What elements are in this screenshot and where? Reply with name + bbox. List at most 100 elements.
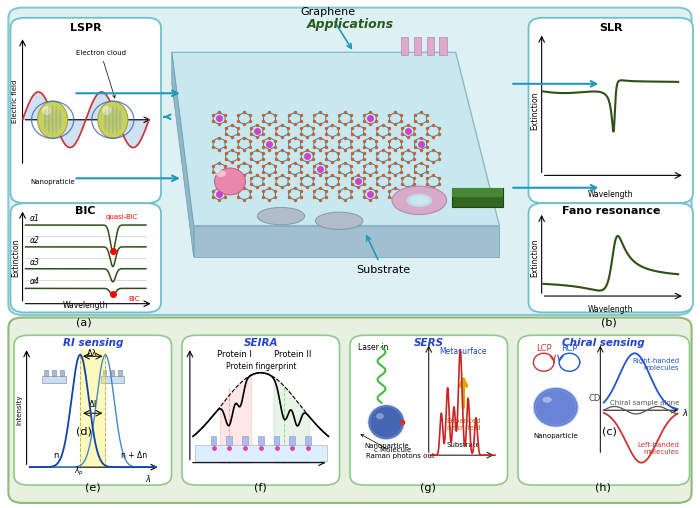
Text: Raman photons out: Raman photons out (361, 434, 435, 459)
Text: Electron cloud: Electron cloud (76, 50, 126, 98)
Text: (e): (e) (85, 483, 100, 493)
Text: Intensity: Intensity (17, 395, 22, 426)
Text: (a): (a) (76, 318, 92, 328)
Text: (h): (h) (596, 483, 611, 493)
Text: n + Δn: n + Δn (121, 451, 147, 460)
FancyBboxPatch shape (44, 370, 48, 376)
Ellipse shape (108, 106, 111, 134)
Ellipse shape (102, 106, 111, 115)
Text: LSPR: LSPR (70, 23, 101, 34)
Text: α1: α1 (30, 214, 40, 223)
Text: Extinction: Extinction (530, 91, 539, 130)
Polygon shape (401, 37, 408, 55)
Polygon shape (452, 188, 503, 197)
Text: Electric field: Electric field (12, 80, 18, 123)
Text: quasi-BIC: quasi-BIC (106, 214, 139, 220)
FancyBboxPatch shape (52, 370, 56, 376)
Ellipse shape (42, 106, 51, 115)
FancyBboxPatch shape (43, 376, 66, 383)
Polygon shape (440, 37, 447, 55)
Text: Extinction: Extinction (530, 239, 539, 277)
Ellipse shape (410, 196, 428, 205)
Text: Wavelength: Wavelength (588, 305, 634, 314)
Ellipse shape (316, 212, 363, 230)
Ellipse shape (542, 397, 552, 403)
Ellipse shape (258, 207, 304, 225)
FancyBboxPatch shape (305, 436, 311, 444)
Ellipse shape (104, 109, 107, 131)
Ellipse shape (376, 413, 384, 419)
FancyBboxPatch shape (226, 436, 232, 444)
Text: Nanoparticle: Nanoparticle (533, 433, 578, 439)
FancyBboxPatch shape (60, 370, 64, 376)
Polygon shape (452, 188, 503, 207)
Text: λ: λ (682, 409, 687, 418)
Text: α2: α2 (30, 236, 40, 245)
FancyBboxPatch shape (111, 370, 114, 376)
Ellipse shape (119, 109, 122, 131)
FancyBboxPatch shape (289, 436, 295, 444)
Text: Left-handed
molecules: Left-handed molecules (637, 442, 679, 455)
FancyBboxPatch shape (103, 370, 106, 376)
Ellipse shape (407, 194, 432, 207)
Text: RI sensing: RI sensing (62, 338, 123, 348)
Text: BIC: BIC (76, 206, 96, 216)
Text: Nanopraticle: Nanopraticle (30, 179, 75, 185)
Text: (c): (c) (601, 427, 617, 437)
Ellipse shape (216, 170, 226, 177)
Ellipse shape (51, 105, 54, 135)
Text: Nanoparticle: Nanoparticle (364, 443, 409, 449)
FancyBboxPatch shape (242, 436, 248, 444)
Text: Extinction: Extinction (11, 239, 20, 277)
Text: Protein fingerprint: Protein fingerprint (225, 362, 296, 371)
Text: SLR: SLR (599, 23, 622, 34)
Text: ΔI: ΔI (89, 400, 97, 409)
Text: λ: λ (146, 474, 150, 484)
Text: Chiral sensing: Chiral sensing (562, 338, 645, 348)
Text: RCP: RCP (561, 344, 577, 353)
Text: Protein II: Protein II (274, 351, 311, 359)
Text: Chiral sample alone: Chiral sample alone (610, 400, 679, 406)
Polygon shape (426, 37, 434, 55)
Text: (d): (d) (76, 427, 92, 437)
Ellipse shape (111, 105, 114, 135)
Text: Laser in: Laser in (358, 343, 389, 352)
Polygon shape (172, 52, 499, 226)
Text: $\lambda_p$: $\lambda_p$ (74, 464, 83, 478)
Text: Wavelength: Wavelength (63, 301, 108, 310)
Text: c Molecule: c Molecule (374, 447, 411, 453)
Text: (f): (f) (254, 483, 267, 493)
Text: α3: α3 (30, 258, 40, 267)
Ellipse shape (369, 406, 403, 439)
Text: SEIRA: SEIRA (244, 338, 278, 348)
Text: n: n (53, 451, 59, 460)
Ellipse shape (392, 186, 447, 214)
Ellipse shape (48, 106, 50, 134)
Text: SERS: SERS (414, 338, 444, 348)
Text: Graphene: Graphene (301, 7, 356, 48)
FancyBboxPatch shape (195, 444, 327, 461)
Text: Wavelength: Wavelength (588, 190, 634, 199)
Text: Δλ: Δλ (88, 349, 98, 358)
Text: (g): (g) (421, 483, 436, 493)
FancyBboxPatch shape (101, 376, 125, 383)
Text: Applications: Applications (307, 18, 393, 31)
Ellipse shape (59, 109, 62, 131)
Text: BIC: BIC (128, 297, 140, 302)
Text: CD: CD (589, 394, 601, 403)
FancyBboxPatch shape (211, 436, 216, 444)
Ellipse shape (55, 106, 57, 134)
Polygon shape (194, 226, 499, 257)
Polygon shape (172, 52, 194, 257)
Text: Enhanced
near field: Enhanced near field (446, 418, 481, 431)
Text: (b): (b) (601, 318, 617, 328)
Ellipse shape (214, 168, 246, 195)
Text: Protein I: Protein I (216, 351, 251, 359)
Ellipse shape (116, 106, 118, 134)
FancyBboxPatch shape (118, 370, 122, 376)
Text: Right-handed
molecules: Right-handed molecules (632, 358, 679, 371)
Ellipse shape (38, 101, 68, 138)
Text: Substrate: Substrate (356, 236, 410, 275)
Text: Substrate: Substrate (447, 441, 480, 448)
Text: LCP: LCP (536, 344, 552, 353)
